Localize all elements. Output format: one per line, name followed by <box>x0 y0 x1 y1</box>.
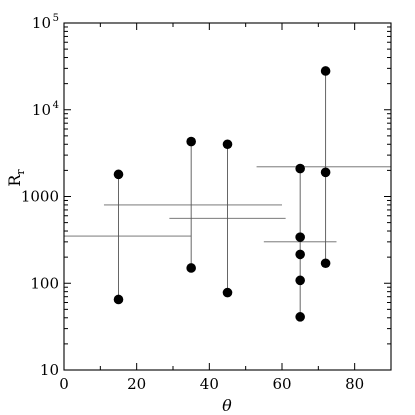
data-point-7 <box>295 232 305 242</box>
y-tick-label-exponent-4: 5 <box>53 13 59 24</box>
data-point-4 <box>222 139 233 150</box>
data-point-11 <box>320 66 331 76</box>
x-tick-label-1: 20 <box>127 375 146 393</box>
y-axis-label-sub: r <box>14 169 27 175</box>
y-tick-label-exponent-3: 4 <box>53 100 59 111</box>
data-point-9 <box>295 275 305 286</box>
y-axis-label: Rr <box>5 169 27 187</box>
data-point-2 <box>186 136 196 147</box>
x-tick-label-0: 0 <box>59 375 69 393</box>
data-point-12 <box>320 167 331 178</box>
x-tick-label-3: 60 <box>272 375 291 393</box>
data-point-5 <box>222 287 233 298</box>
data-point-1 <box>113 294 124 305</box>
y-tick-label-2: 1000 <box>21 188 59 206</box>
axis-ticks <box>63 22 392 371</box>
x-tick-label-4: 80 <box>345 375 364 393</box>
data-point-6 <box>295 163 305 174</box>
data-point-13 <box>320 258 331 269</box>
y-tick-label-1: 100 <box>30 274 59 292</box>
y-tick-label-4: 10 <box>32 14 51 32</box>
x-axis-label: θ <box>222 396 232 415</box>
x-tick-label-2: 40 <box>200 375 219 393</box>
data-points <box>113 66 331 322</box>
data-point-8 <box>295 249 305 260</box>
data-point-0 <box>113 169 124 180</box>
y-axis-label-main: R <box>5 174 24 187</box>
range-segments <box>64 70 391 317</box>
data-point-10 <box>295 312 305 322</box>
y-tick-label-0: 10 <box>40 361 59 379</box>
y-tick-label-3: 10 <box>32 101 51 119</box>
data-point-3 <box>186 263 196 273</box>
